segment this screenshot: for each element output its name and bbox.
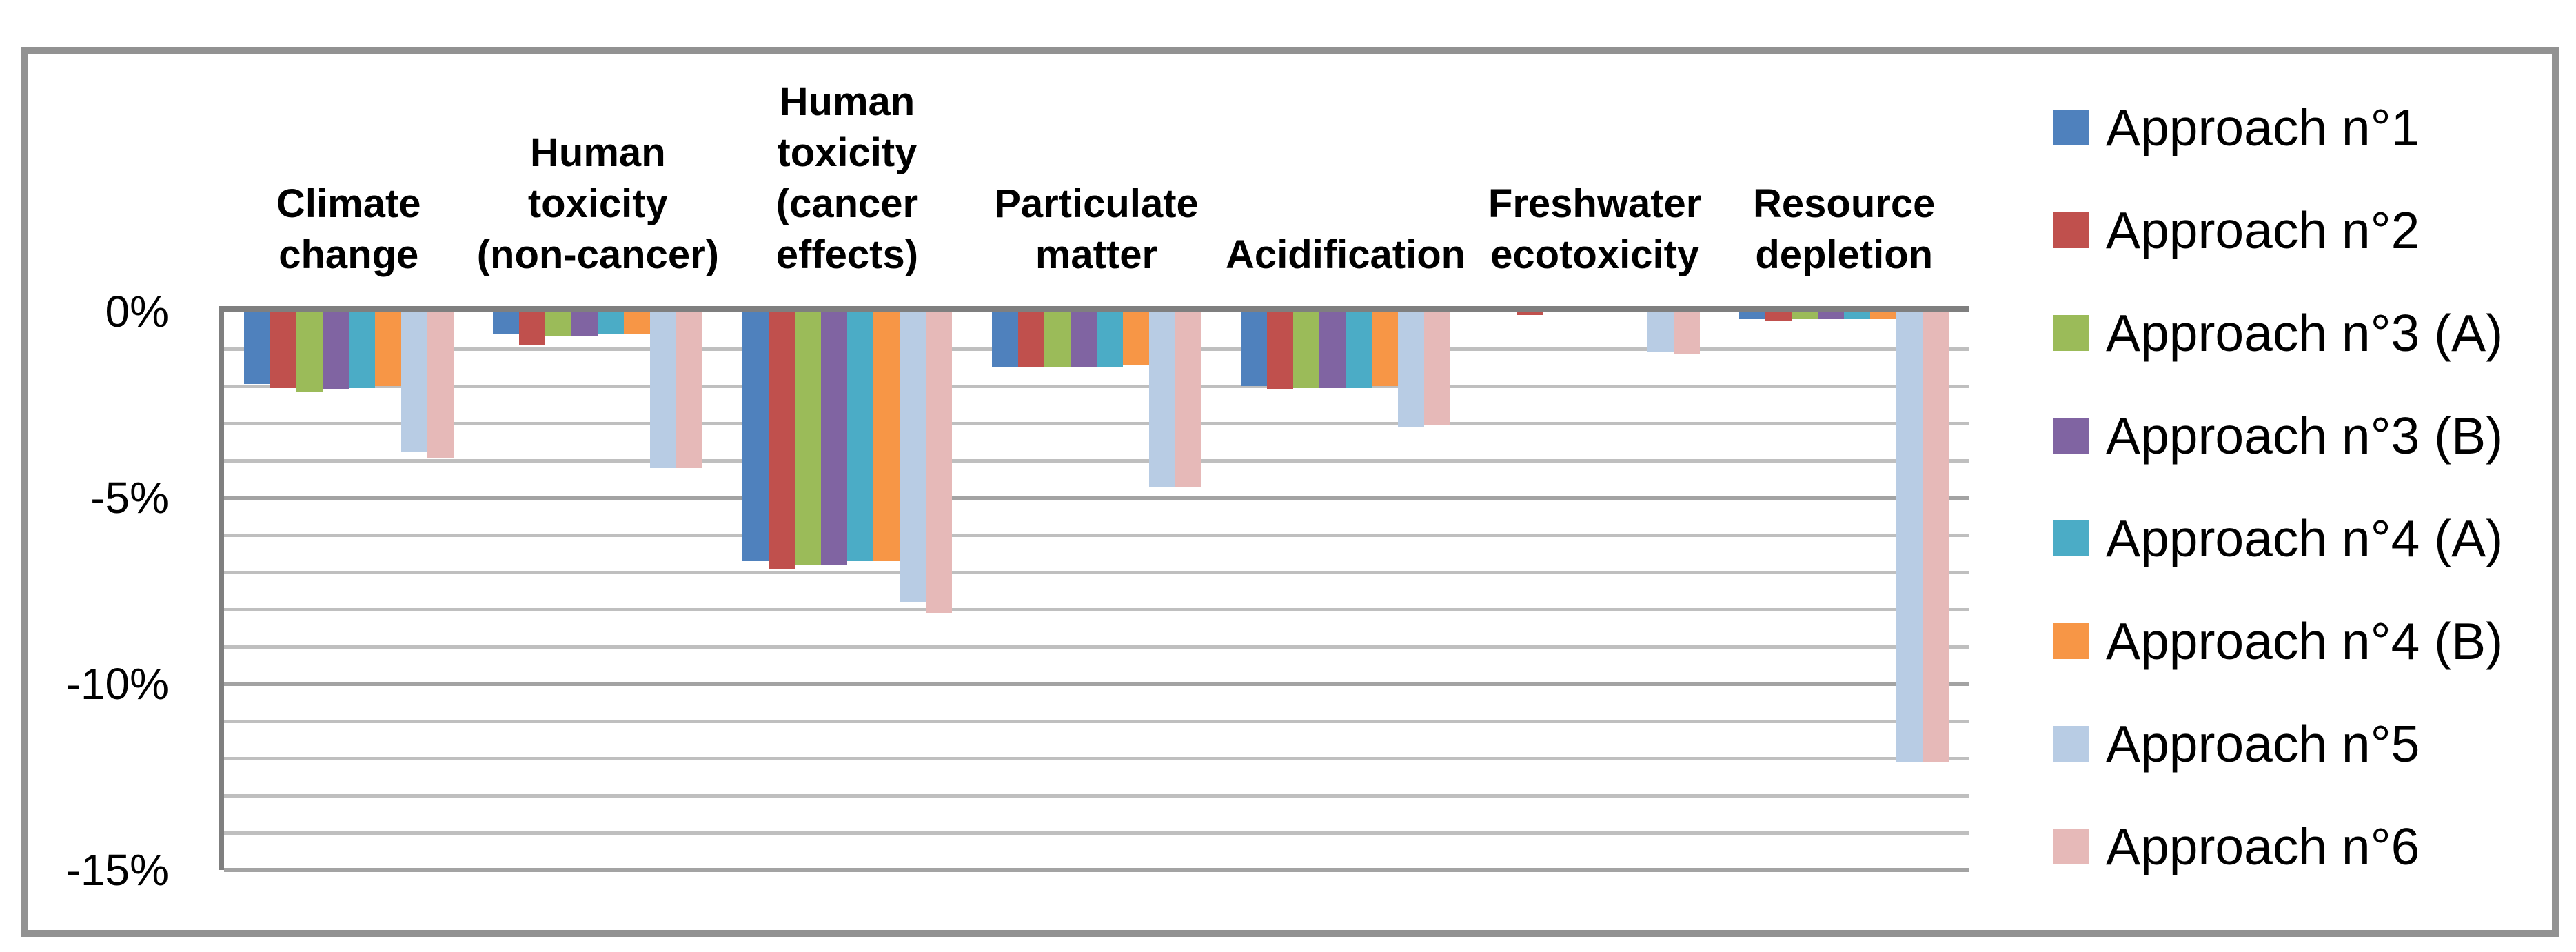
bar-series7-cat1 xyxy=(400,312,427,452)
legend-label-series5: Approach n°4 (A) xyxy=(2106,509,2504,567)
bar-series1-cat2 xyxy=(493,312,520,334)
bar-series2-cat5 xyxy=(1267,312,1294,390)
bar-series5-cat4 xyxy=(1096,312,1123,367)
bar-series4-cat1 xyxy=(322,312,349,390)
minor-gridline xyxy=(224,645,1969,649)
bar-series1-cat7 xyxy=(1739,312,1766,319)
minor-gridline xyxy=(224,458,1969,463)
bar-series6-cat5 xyxy=(1372,312,1399,386)
minor-gridline xyxy=(224,831,1969,835)
category-label-2: Human toxicity (non-cancer) xyxy=(476,130,719,277)
bar-series8-cat4 xyxy=(1175,312,1201,487)
bar-series3-cat3 xyxy=(794,312,821,565)
category-label-5: Acidification xyxy=(1226,232,1466,277)
bar-series5-cat2 xyxy=(598,312,625,334)
bar-series4-cat3 xyxy=(820,312,847,565)
major-gridline xyxy=(224,868,1969,872)
bar-series3-cat2 xyxy=(545,312,572,336)
bar-series7-cat6 xyxy=(1647,312,1674,353)
bar-series4-cat2 xyxy=(571,312,598,336)
bar-series6-cat2 xyxy=(624,312,651,334)
legend-label-series1: Approach n°1 xyxy=(2106,99,2420,156)
category-label-6: Freshwater ecotoxicity xyxy=(1488,181,1702,277)
legend-label-series7: Approach n°5 xyxy=(2106,715,2420,773)
y-axis-tick-label: 0% xyxy=(105,287,170,336)
bar-series6-cat7 xyxy=(1870,312,1897,319)
bar-series7-cat3 xyxy=(899,312,926,602)
bar-series3-cat1 xyxy=(296,312,323,392)
legend-label-series3: Approach n°3 (A) xyxy=(2106,304,2504,362)
bar-series5-cat7 xyxy=(1844,312,1871,319)
y-axis-tick-label: -10% xyxy=(65,659,169,709)
bar-series8-cat5 xyxy=(1424,312,1451,425)
bar-series2-cat3 xyxy=(768,312,795,569)
legend-swatch-series8 xyxy=(2053,829,2089,864)
minor-gridline xyxy=(224,719,1969,723)
bar-series8-cat7 xyxy=(1923,312,1949,762)
bar-series6-cat4 xyxy=(1122,312,1149,366)
bar-series3-cat5 xyxy=(1293,312,1320,388)
category-label-7: Resource depletion xyxy=(1753,181,1936,277)
bar-series2-cat1 xyxy=(270,312,296,388)
legend-swatch-series4 xyxy=(2053,418,2089,454)
bar-series3-cat7 xyxy=(1792,312,1818,319)
category-label-4: Particulate matter xyxy=(994,181,1199,277)
minor-gridline xyxy=(224,421,1969,425)
legend-label-series6: Approach n°4 (B) xyxy=(2106,612,2504,670)
bar-series4-cat5 xyxy=(1319,312,1346,388)
bar-series1-cat1 xyxy=(243,312,270,385)
bar-series7-cat4 xyxy=(1148,312,1175,487)
y-axis-line xyxy=(219,306,224,870)
chart-border-frame xyxy=(21,47,2559,937)
bar-series8-cat3 xyxy=(925,312,952,614)
zero-axis-line xyxy=(224,306,1969,312)
legend-swatch-series5 xyxy=(2053,520,2089,556)
legend-swatch-series3 xyxy=(2053,315,2089,351)
minor-gridline xyxy=(224,607,1969,611)
bar-series4-cat7 xyxy=(1818,312,1845,319)
legend-swatch-series7 xyxy=(2053,726,2089,762)
minor-gridline xyxy=(224,756,1969,760)
bar-series2-cat4 xyxy=(1017,312,1044,367)
legend-swatch-series6 xyxy=(2053,623,2089,659)
legend-label-series2: Approach n°2 xyxy=(2106,201,2420,259)
y-axis-tick-label: -5% xyxy=(90,473,169,523)
bar-series7-cat5 xyxy=(1398,312,1425,427)
bar-series8-cat2 xyxy=(676,312,703,468)
bar-series3-cat4 xyxy=(1044,312,1071,367)
major-gridline xyxy=(224,496,1969,500)
legend-label-series8: Approach n°6 xyxy=(2106,818,2420,875)
y-axis-tick-label: -15% xyxy=(65,845,169,895)
bar-series4-cat4 xyxy=(1070,312,1097,367)
bar-series1-cat4 xyxy=(991,312,1018,367)
category-label-3: Human toxicity (cancer effects) xyxy=(775,79,919,277)
minor-gridline xyxy=(224,384,1969,388)
bar-series2-cat7 xyxy=(1765,312,1792,321)
bar-series1-cat5 xyxy=(1241,312,1268,386)
minor-gridline xyxy=(224,793,1969,798)
category-label-1: Climate change xyxy=(276,181,421,277)
bar-series7-cat7 xyxy=(1896,312,1923,762)
bar-series5-cat5 xyxy=(1346,312,1372,388)
bar-series8-cat6 xyxy=(1673,312,1700,355)
bar-series2-cat2 xyxy=(519,312,546,345)
bar-series8-cat1 xyxy=(427,312,454,459)
legend-label-series4: Approach n°3 (B) xyxy=(2106,407,2504,465)
bar-series6-cat1 xyxy=(374,312,401,386)
legend-swatch-series2 xyxy=(2053,212,2089,248)
legend-swatch-series1 xyxy=(2053,110,2089,145)
bar-series7-cat2 xyxy=(650,312,677,468)
bar-series1-cat3 xyxy=(742,312,769,561)
minor-gridline xyxy=(224,570,1969,574)
minor-gridline xyxy=(224,533,1969,537)
bar-series6-cat3 xyxy=(873,312,900,561)
major-gridline xyxy=(224,682,1969,686)
bar-series5-cat3 xyxy=(846,312,873,561)
bar-series5-cat1 xyxy=(348,312,375,388)
bar-series2-cat6 xyxy=(1516,312,1543,316)
